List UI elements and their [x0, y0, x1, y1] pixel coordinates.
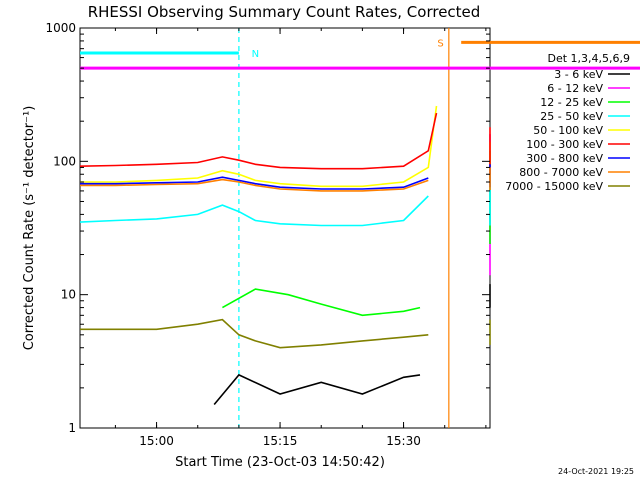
- x-axis-label: Start Time (23-Oct-03 14:50:42): [175, 455, 385, 470]
- legend-label-1: 6 - 12 keV: [547, 82, 603, 95]
- series-0-line-0: [213, 373, 421, 406]
- y-tick-label-2: 100: [53, 154, 76, 168]
- legend-label-8: 7000 - 15000 keV: [505, 180, 603, 193]
- timestamp: 24-Oct-2021 19:25: [558, 467, 634, 476]
- series-3-line-0: [79, 195, 429, 227]
- x-tick-label-1: 15:15: [263, 434, 298, 448]
- series-4-line-0: [80, 105, 438, 188]
- y-axis-label: Corrected Count Rate (s⁻¹ detector⁻¹): [22, 106, 37, 351]
- series-5-line-0: [79, 112, 438, 170]
- series-7-line-0: [80, 178, 429, 192]
- legend-label-2: 12 - 25 keV: [540, 96, 603, 109]
- series-6-line-0: [80, 176, 429, 190]
- annotation-label-0: N: [252, 49, 259, 60]
- axis-ticks: 15:00 15:15 15:30 1 10 100 1000: [45, 21, 490, 448]
- legend-label-6: 300 - 800 keV: [526, 152, 603, 165]
- legend-label-3: 25 - 50 keV: [540, 110, 603, 123]
- chart-title: RHESSI Observing Summary Count Rates, Co…: [88, 3, 481, 21]
- series-8-line-0: [80, 318, 429, 349]
- legend-header: Det 1,3,4,5,6,9: [547, 52, 630, 65]
- y-tick-label-3: 1000: [45, 21, 76, 35]
- x-tick-label-2: 15:30: [386, 434, 421, 448]
- legend-label-0: 3 - 6 keV: [554, 68, 603, 81]
- legend-label-4: 50 - 100 keV: [533, 124, 603, 137]
- legend-label-5: 100 - 300 keV: [526, 138, 603, 151]
- plot-area: NSFA1A3: [79, 27, 640, 429]
- legend-label-7: 800 - 7000 keV: [519, 166, 603, 179]
- annotation-label-1: S: [437, 38, 443, 49]
- y-tick-label-0: 1: [68, 421, 76, 435]
- y-tick-label-1: 10: [61, 288, 76, 302]
- series-2-line-0: [222, 288, 421, 317]
- x-tick-label-0: 15:00: [139, 434, 174, 448]
- plot-frame: [79, 27, 491, 429]
